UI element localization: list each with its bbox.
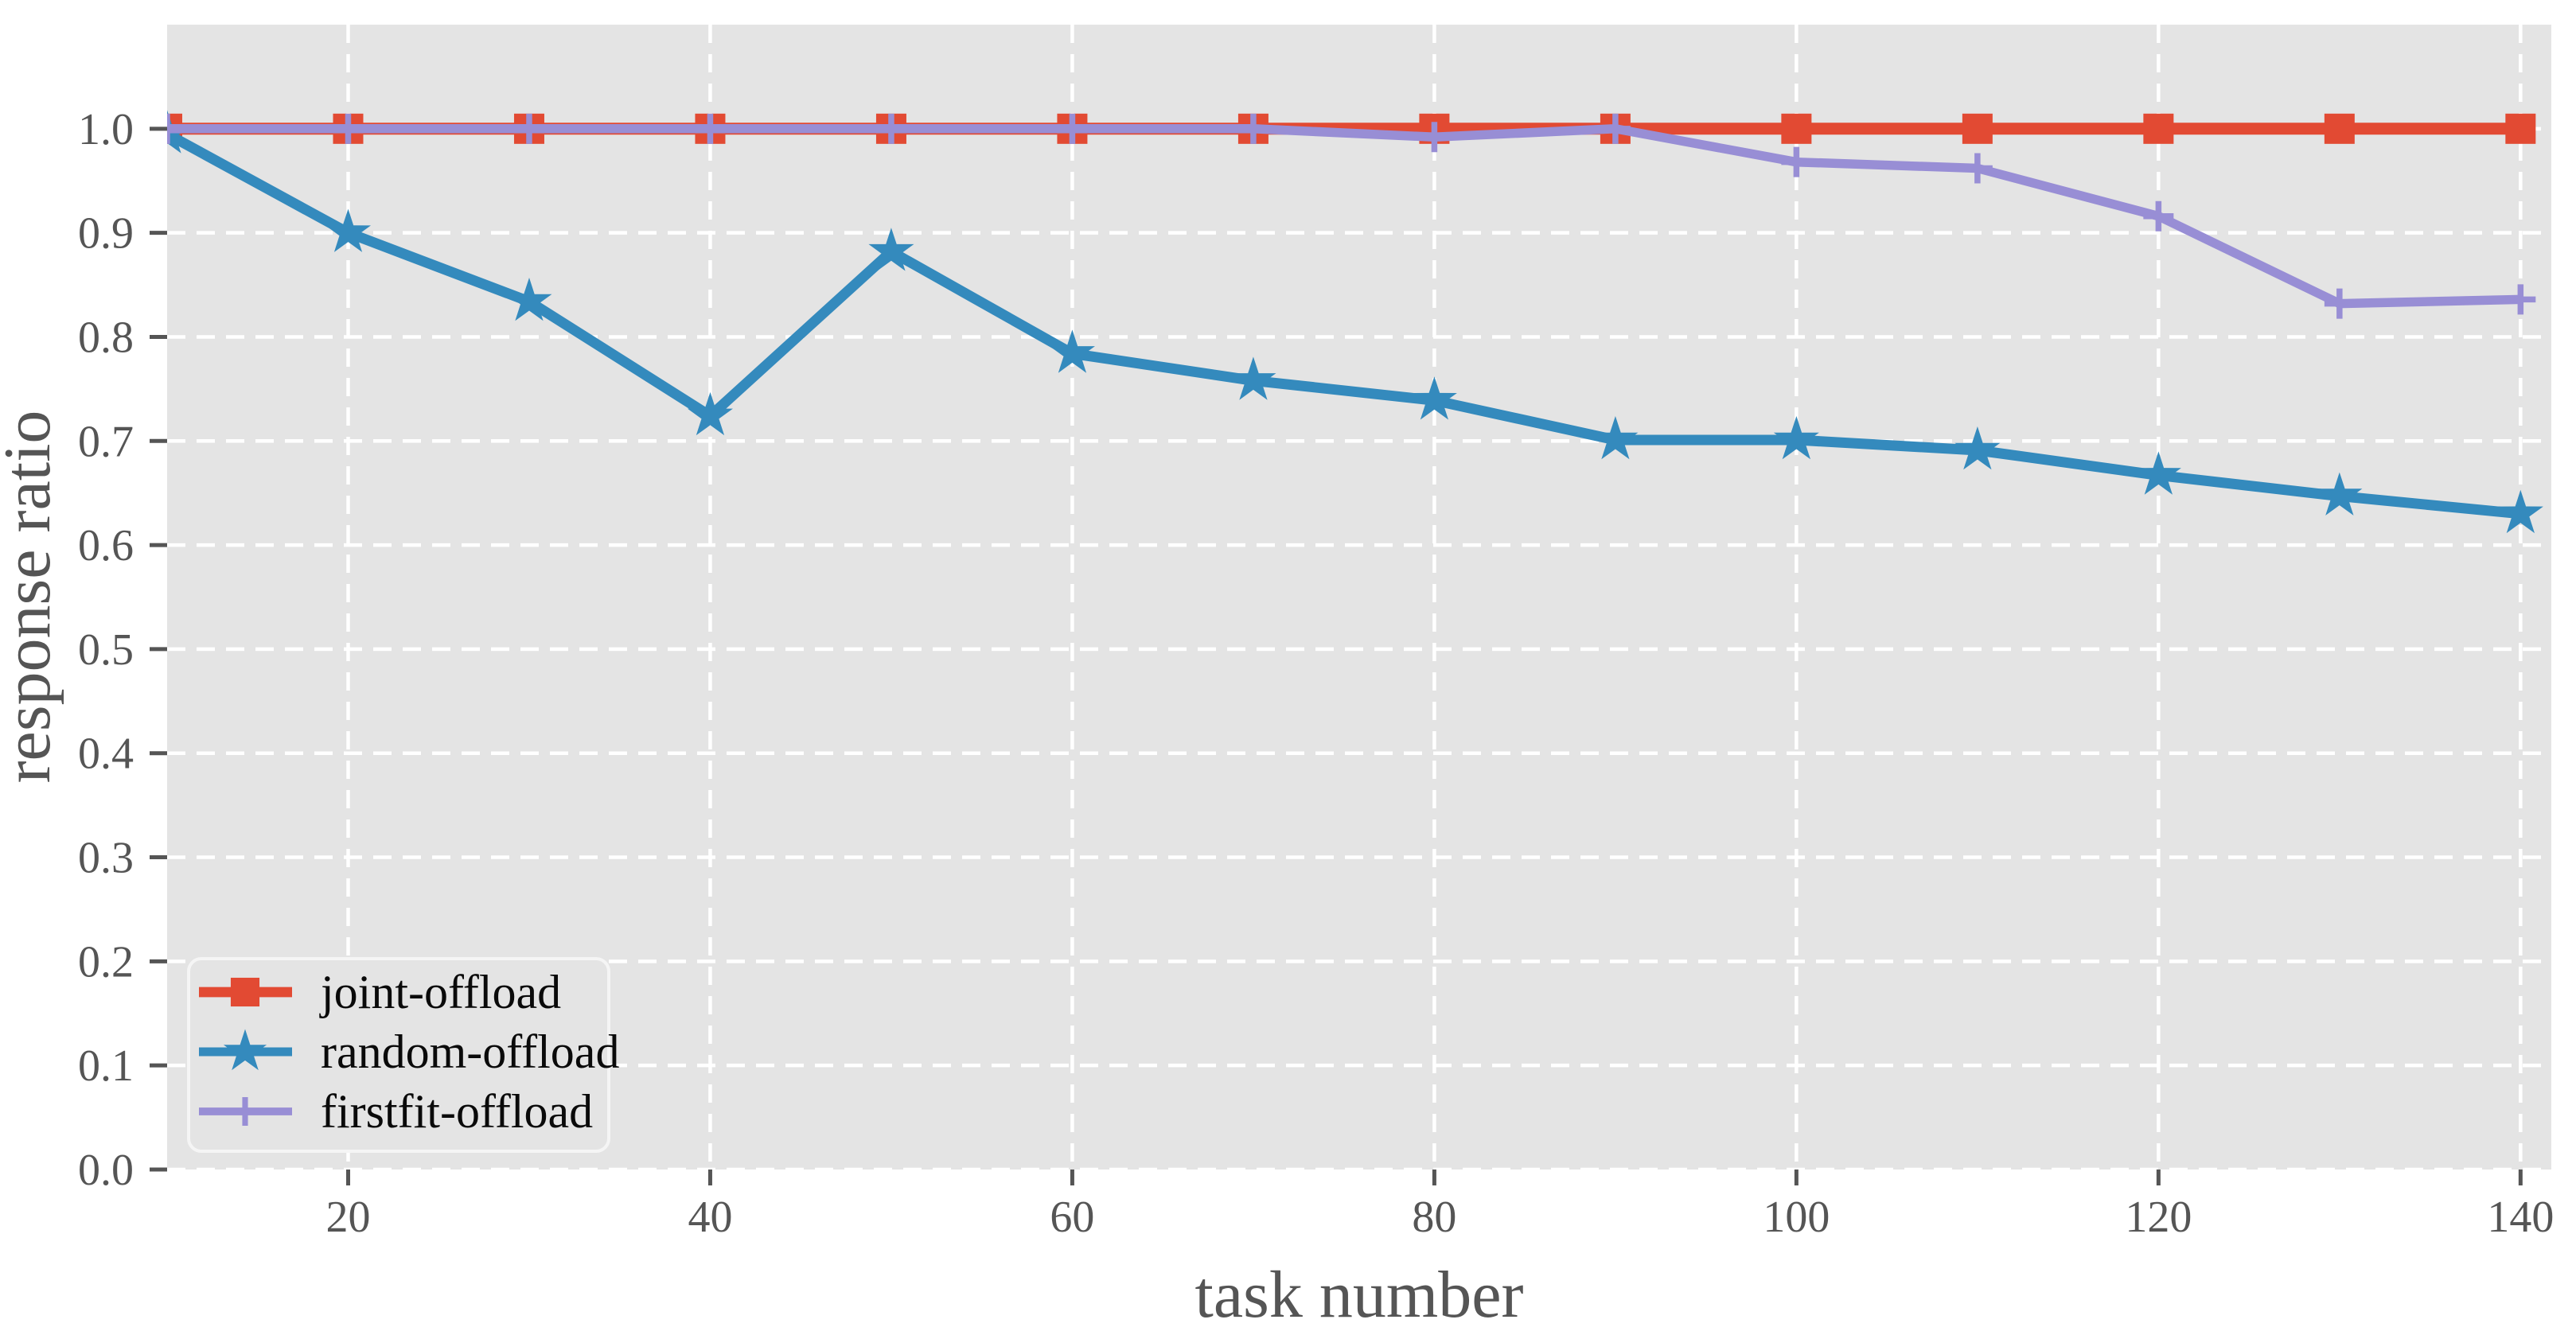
- star-marker: [325, 208, 371, 252]
- x-tick-label-40: 40: [688, 1193, 732, 1242]
- y-tick-label-0.5: 0.5: [78, 625, 134, 675]
- legend-label-joint-offload: joint-offload: [319, 966, 561, 1018]
- tick-labels: 20 40 60 80 100 120 140 0.0 0.1 0.2 0.3 0.4 0.5 0.6 0.…: [78, 105, 2554, 1242]
- axis-ticks: [150, 126, 2523, 1185]
- star-marker: [1954, 426, 2001, 470]
- star-marker: [2135, 451, 2181, 495]
- series-line-random-offload: [167, 129, 2521, 520]
- square-marker: [1962, 113, 1993, 144]
- y-tick-label-0.3: 0.3: [78, 834, 134, 883]
- star-marker: [1411, 376, 1457, 420]
- legend-box: [187, 957, 610, 1153]
- star-marker: [2317, 472, 2363, 516]
- legend-label-random-offload: random-offload: [321, 1026, 619, 1078]
- star-marker: [1773, 416, 1819, 460]
- legend-item-joint-offload: joint-offload: [199, 966, 561, 1018]
- star-marker: [1230, 356, 1276, 400]
- x-axis-label: task number: [1195, 1258, 1524, 1331]
- x-tick-label-20: 20: [325, 1193, 370, 1242]
- y-tick-label-1.0: 1.0: [78, 105, 134, 154]
- y-tick-label-0.0: 0.0: [78, 1146, 134, 1195]
- star-marker: [687, 391, 733, 436]
- y-axis-label: response ratio: [0, 411, 64, 784]
- square-marker: [2324, 113, 2355, 144]
- star-marker: [2497, 489, 2543, 534]
- legend-item-firstfit-offload: firstfit-offload: [199, 1085, 593, 1138]
- y-tick-label-0.1: 0.1: [78, 1041, 134, 1091]
- legend-item-random-offload: random-offload: [199, 1026, 619, 1078]
- square-marker: [2143, 113, 2174, 144]
- x-tick-label-120: 120: [2125, 1193, 2192, 1242]
- y-tick-label-0.8: 0.8: [78, 313, 134, 362]
- legend-label-firstfit-offload: firstfit-offload: [321, 1085, 593, 1138]
- y-tick-label-0.6: 0.6: [78, 521, 134, 570]
- square-marker: [1781, 113, 1812, 144]
- x-tick-label-80: 80: [1412, 1193, 1456, 1242]
- square-marker: [2505, 113, 2536, 144]
- series-line-firstfit-offload: [167, 124, 2521, 309]
- star-marker: [223, 1029, 267, 1071]
- y-tick-label-0.4: 0.4: [78, 730, 134, 779]
- data-series: [167, 110, 2543, 534]
- series-firstfit-offload: [167, 113, 2536, 319]
- star-marker: [506, 278, 552, 321]
- series-random-offload: [167, 110, 2543, 534]
- star-marker: [868, 228, 914, 271]
- x-tick-label-100: 100: [1763, 1193, 1830, 1242]
- y-tick-label-0.2: 0.2: [78, 937, 134, 987]
- y-tick-label-0.7: 0.7: [78, 417, 134, 466]
- square-marker: [230, 977, 260, 1007]
- star-marker: [1592, 416, 1639, 460]
- x-tick-label-140: 140: [2487, 1193, 2554, 1242]
- x-tick-label-60: 60: [1050, 1193, 1094, 1242]
- y-tick-label-0.9: 0.9: [78, 209, 134, 259]
- legend: joint-offload random-offload firstfit-offl…: [187, 957, 619, 1153]
- star-marker: [1049, 329, 1095, 373]
